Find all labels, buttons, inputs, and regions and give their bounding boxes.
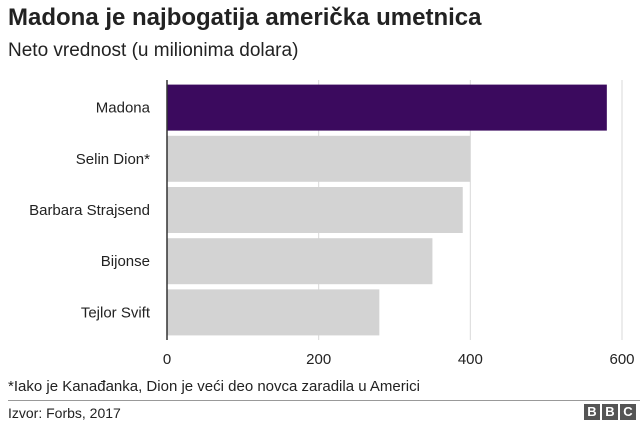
x-tick-label: 400 xyxy=(458,351,483,368)
category-label: Barbara Strajsend xyxy=(29,202,150,219)
bar xyxy=(167,135,471,182)
x-tick-label: 200 xyxy=(306,351,331,368)
bar xyxy=(167,187,463,233)
x-tick-label: 600 xyxy=(609,351,634,368)
logo-letter: B xyxy=(584,404,600,420)
category-label: Selin Dion* xyxy=(76,151,150,168)
bbc-logo: B B C xyxy=(584,404,636,420)
bar xyxy=(167,289,380,336)
bar xyxy=(167,84,607,131)
category-label: Bijonse xyxy=(101,253,150,270)
logo-letter: C xyxy=(620,404,636,420)
bar-chart: 0 200 400 600 Madona Selin Dion* Barbara Straj… xyxy=(29,80,635,368)
category-label: Madona xyxy=(96,100,151,117)
chart-subtitle: Neto vrednost (u milionima dolara) xyxy=(8,40,299,61)
logo-letter: B xyxy=(602,404,618,420)
footnote: *Iako je Kanađanka, Dion je veći deo nov… xyxy=(8,378,420,395)
bar xyxy=(167,238,433,285)
source-note: Izvor: Forbs, 2017 xyxy=(8,405,121,421)
x-tick-label: 0 xyxy=(163,351,171,368)
footer-divider xyxy=(8,400,640,401)
chart-title: Madona je najbogatija američka umetnica xyxy=(8,4,482,31)
category-label: Tejlor Svift xyxy=(81,304,151,321)
